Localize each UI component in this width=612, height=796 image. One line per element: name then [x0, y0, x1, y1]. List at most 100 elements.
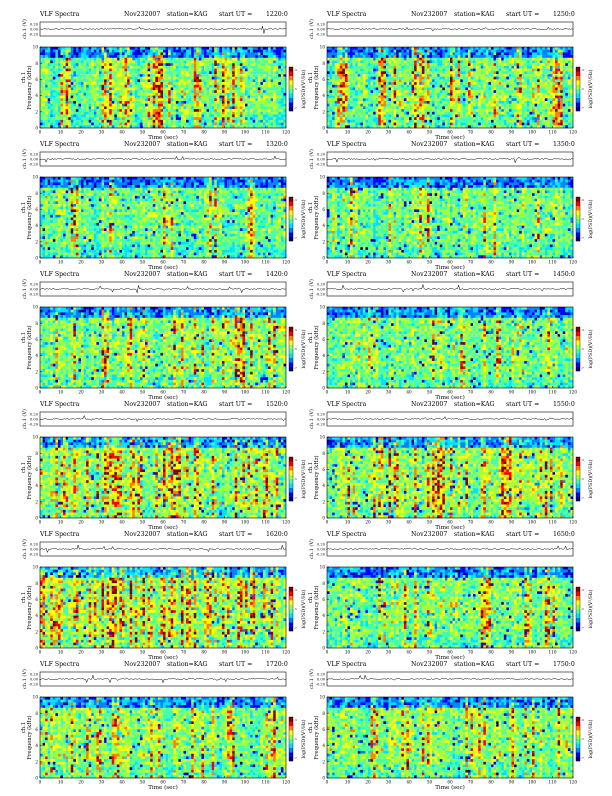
heatmap-cell [145, 98, 148, 101]
heatmap-cell [160, 101, 163, 104]
heatmap-cell [178, 61, 181, 64]
heatmap-cell [96, 52, 99, 55]
heatmap-cell [360, 50, 363, 53]
heatmap-cell [273, 71, 276, 74]
heatmap-cell [235, 85, 238, 88]
heatmap-cell [132, 106, 135, 109]
heatmap-cell [201, 101, 204, 104]
heatmap-cell [73, 50, 76, 53]
heatmap-cell [173, 77, 176, 80]
heatmap-cell [132, 79, 135, 82]
heatmap-cell [496, 50, 499, 53]
heatmap-cell [173, 88, 176, 91]
heatmap-cell [112, 106, 115, 109]
heatmap-cell [58, 123, 61, 126]
heatmap-cell [191, 55, 194, 58]
heatmap-cell [132, 90, 135, 93]
heatmap-cell [102, 104, 105, 107]
heatmap-cell [150, 88, 153, 91]
heatmap-cell [89, 58, 92, 61]
heatmap-cell [148, 79, 151, 82]
heatmap-cell [166, 106, 169, 109]
heatmap-cell [186, 98, 189, 101]
heatmap-cell [58, 71, 61, 74]
heatmap-cell [186, 93, 189, 96]
heatmap-cell [281, 55, 284, 58]
heatmap-cell [153, 79, 156, 82]
heatmap-cell [132, 52, 135, 55]
heatmap-cell [171, 52, 174, 55]
heatmap-cell [40, 71, 43, 74]
heatmap-cell [327, 55, 330, 58]
heatmap-cell [68, 112, 71, 115]
heatmap-cell [148, 104, 151, 107]
heatmap-cell [109, 93, 112, 96]
heatmap-cell [219, 96, 222, 99]
heatmap-cell [258, 79, 261, 82]
heatmap-cell [255, 109, 258, 112]
heatmap-cell [140, 96, 143, 99]
heatmap-cell [89, 55, 92, 58]
heatmap-cell [342, 50, 345, 53]
heatmap-cell [199, 109, 202, 112]
heatmap-cell [186, 63, 189, 66]
heatmap-cell [245, 96, 248, 99]
heatmap-cell [260, 61, 263, 64]
heatmap-cell [78, 50, 81, 53]
heatmap-cell [517, 52, 520, 55]
heatmap-cell [222, 96, 225, 99]
heatmap-cell [91, 82, 94, 85]
heatmap-cell [71, 104, 74, 107]
heatmap-cell [258, 104, 261, 107]
heatmap-cell [102, 93, 105, 96]
heatmap-cell [196, 96, 199, 99]
heatmap-cell [107, 55, 110, 58]
heatmap-cell [191, 123, 194, 126]
heatmap-cell [263, 93, 266, 96]
heatmap-cell [166, 66, 169, 69]
heatmap-cell [365, 52, 368, 55]
heatmap-cell [232, 52, 235, 55]
heatmap-cell [258, 63, 261, 66]
heatmap-cell [53, 69, 56, 72]
heatmap-cell [217, 61, 220, 64]
heatmap-cell [53, 90, 56, 93]
heatmap-cell [209, 112, 212, 115]
heatmap-cell [107, 69, 110, 72]
heatmap-cell [89, 98, 92, 101]
heatmap-cell [219, 98, 222, 101]
heatmap-cell [214, 79, 217, 82]
heatmap-cell [117, 96, 120, 99]
heatmap-cell [107, 123, 110, 126]
heatmap-cell [58, 117, 61, 120]
time-tick-label: 100 [241, 130, 249, 135]
heatmap-cell [184, 82, 187, 85]
heatmap-cell [196, 66, 199, 69]
heatmap-cell [242, 55, 245, 58]
heatmap-cell [150, 106, 153, 109]
heatmap-cell [66, 77, 69, 80]
heatmap-cell [232, 71, 235, 74]
heatmap-cell [76, 98, 79, 101]
heatmap-cell [237, 50, 240, 53]
heatmap-cell [527, 47, 530, 50]
heatmap-cell [194, 50, 197, 53]
heatmap-cell [181, 69, 184, 72]
heatmap-cell [53, 109, 56, 112]
heatmap-cell [171, 61, 174, 64]
heatmap-cell [253, 120, 256, 123]
heatmap-cell [145, 82, 148, 85]
amp-tick-label: -0.20 [29, 33, 39, 37]
heatmap-cell [91, 101, 94, 104]
heatmap-cell [266, 77, 269, 80]
heatmap-cell [450, 52, 453, 55]
heatmap-cell [225, 52, 228, 55]
heatmap-cell [104, 106, 107, 109]
heatmap-cell [130, 93, 133, 96]
heatmap-cell [242, 93, 245, 96]
heatmap-cell [222, 82, 225, 85]
heatmap-cell [194, 85, 197, 88]
heatmap-cell [173, 85, 176, 88]
heatmap-cell [89, 79, 92, 82]
heatmap-cell [61, 61, 64, 64]
